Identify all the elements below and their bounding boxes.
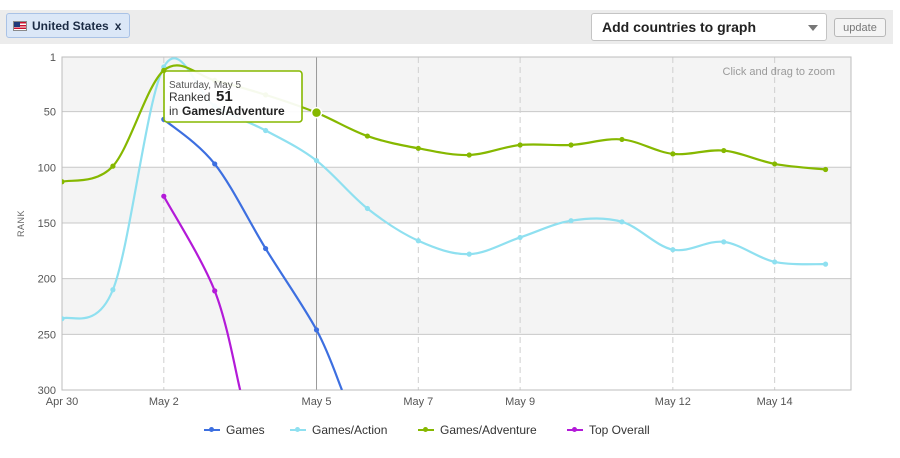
country-chip-label: United States bbox=[32, 18, 109, 33]
x-tick-label: May 12 bbox=[655, 396, 691, 408]
x-tick-label: May 2 bbox=[149, 396, 179, 408]
add-countries-select[interactable]: Add countries to graph bbox=[591, 13, 827, 41]
remove-country-button[interactable]: x bbox=[114, 18, 122, 33]
plot-band bbox=[62, 222, 851, 279]
plot-band bbox=[62, 278, 851, 335]
country-chip-united-states[interactable]: United States x bbox=[6, 13, 131, 38]
x-tick-label: May 7 bbox=[403, 396, 433, 408]
plot-band bbox=[62, 167, 851, 223]
legend-label: Games/Action bbox=[312, 423, 388, 437]
data-point-games-action bbox=[415, 238, 421, 244]
data-point-games-action bbox=[313, 157, 320, 164]
series-games bbox=[161, 116, 343, 390]
us-flag-icon bbox=[13, 20, 27, 31]
legend-item-games-action[interactable]: Games/Action bbox=[290, 420, 387, 440]
tooltip-box bbox=[163, 70, 303, 123]
series-line-games-adventure bbox=[62, 64, 826, 183]
legend-item-top-overall[interactable]: Top Overall bbox=[567, 420, 650, 440]
legend-item-games-adventure[interactable]: Games/Adventure bbox=[418, 420, 537, 440]
update-button[interactable]: update bbox=[834, 18, 886, 37]
data-point-top-overall bbox=[212, 288, 218, 294]
x-tick-label: May 9 bbox=[505, 396, 535, 408]
data-point-games-adventure bbox=[110, 163, 116, 169]
chart-legend: Games Games/Action Games/Adventure Top O… bbox=[0, 420, 900, 440]
zoom-hint: Click and drag to zoom bbox=[723, 66, 836, 78]
tooltip-in-prefix: in bbox=[169, 104, 178, 118]
legend-swatch bbox=[567, 427, 583, 432]
highlighted-point bbox=[310, 106, 323, 119]
data-point-games-adventure bbox=[62, 179, 65, 185]
legend-swatch bbox=[418, 427, 434, 432]
plot-band bbox=[62, 334, 851, 390]
series-top-overall bbox=[161, 193, 242, 390]
data-point-games bbox=[313, 327, 320, 333]
legend-swatch bbox=[204, 427, 220, 432]
y-tick-label: 1 bbox=[50, 52, 56, 64]
data-point-games-action bbox=[466, 251, 472, 257]
y-tick-label: 250 bbox=[38, 329, 56, 341]
data-point-games bbox=[212, 161, 218, 167]
data-point-games-action bbox=[772, 259, 778, 265]
data-point-games-adventure bbox=[568, 142, 574, 148]
tooltip-category: Games/Adventure bbox=[182, 104, 285, 118]
data-point-top-overall bbox=[161, 193, 167, 199]
data-point-games-action bbox=[721, 239, 727, 245]
legend-label: Games/Adventure bbox=[440, 423, 537, 437]
data-point-games-action bbox=[670, 247, 676, 253]
legend-item-games[interactable]: Games bbox=[204, 420, 265, 440]
y-tick-label: 150 bbox=[38, 218, 56, 230]
x-tick-label: May 14 bbox=[757, 396, 793, 408]
x-tick-label: Apr 30 bbox=[46, 396, 78, 408]
data-point-games-adventure bbox=[772, 161, 778, 167]
data-point-games-action bbox=[263, 127, 269, 134]
x-tick-label: May 5 bbox=[302, 396, 332, 408]
data-point-games-adventure bbox=[364, 133, 371, 139]
series-games-action bbox=[62, 57, 829, 322]
tooltip-rank-prefix: Ranked bbox=[169, 90, 210, 104]
legend-label: Games bbox=[226, 423, 265, 437]
data-point-games-adventure bbox=[415, 145, 421, 151]
data-point-games-action bbox=[517, 234, 523, 241]
data-point-games-adventure bbox=[721, 147, 727, 154]
data-point-games-action bbox=[568, 218, 574, 224]
data-point-games-adventure bbox=[466, 152, 472, 158]
chevron-down-icon bbox=[808, 25, 818, 31]
plot-border bbox=[61, 56, 852, 391]
data-point-games-action bbox=[619, 219, 625, 225]
series-line-games-action bbox=[62, 57, 826, 320]
data-point-games bbox=[263, 245, 269, 252]
y-axis-label: RANK bbox=[16, 210, 26, 237]
data-point-games-adventure bbox=[670, 151, 676, 157]
data-point-games-action bbox=[110, 287, 116, 293]
data-point-games-action bbox=[364, 205, 371, 212]
data-point-games-action bbox=[822, 261, 829, 267]
data-point-games-action bbox=[62, 316, 65, 322]
legend-label: Top Overall bbox=[589, 423, 650, 437]
data-point-games-adventure bbox=[822, 166, 829, 173]
data-point-games-adventure bbox=[517, 142, 523, 148]
legend-swatch bbox=[290, 427, 306, 432]
y-tick-label: 50 bbox=[44, 107, 56, 119]
y-tick-label: 300 bbox=[38, 385, 56, 397]
add-countries-label: Add countries to graph bbox=[602, 19, 756, 35]
y-tick-label: 200 bbox=[38, 274, 56, 286]
data-point-games-adventure bbox=[619, 136, 625, 143]
tooltip-rank-value: 51 bbox=[216, 88, 233, 105]
tooltip-date: Saturday, May 5 bbox=[169, 80, 242, 91]
y-tick-label: 100 bbox=[38, 162, 56, 174]
